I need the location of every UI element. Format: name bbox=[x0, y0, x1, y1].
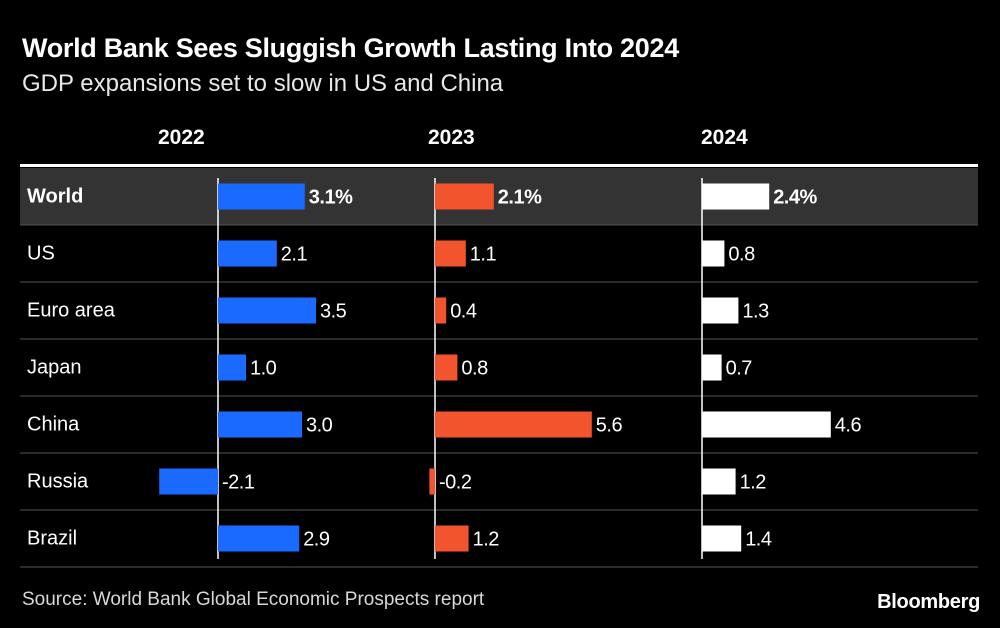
bar-2022 bbox=[218, 183, 305, 210]
row-label: US bbox=[27, 243, 55, 265]
data-label-2022: 2.9 bbox=[303, 529, 330, 551]
column-header-2022: 2022 bbox=[158, 126, 205, 149]
bar-2022 bbox=[218, 354, 246, 381]
row-label: World bbox=[27, 186, 83, 208]
data-label-2024: 4.6 bbox=[835, 415, 862, 437]
data-label-2023: 2.1% bbox=[498, 187, 542, 209]
data-label-2024: 1.4 bbox=[745, 529, 772, 551]
bar-2022 bbox=[218, 411, 302, 438]
row-label: Euro area bbox=[27, 300, 116, 322]
column-header-2023: 2023 bbox=[428, 126, 475, 149]
chart-subtitle: GDP expansions set to slow in US and Chi… bbox=[22, 70, 504, 97]
bar-2022 bbox=[218, 240, 277, 267]
data-label-2022: 1.0 bbox=[250, 358, 277, 380]
row-label: Japan bbox=[27, 357, 82, 379]
bar-2024 bbox=[702, 411, 831, 438]
row-label: Russia bbox=[27, 471, 89, 493]
data-label-2022: -2.1 bbox=[222, 472, 255, 494]
header-rule bbox=[20, 164, 978, 167]
bar-2023 bbox=[429, 468, 435, 495]
bar-2023 bbox=[435, 411, 592, 438]
data-label-2023: 5.6 bbox=[596, 415, 623, 437]
data-label-2024: 0.8 bbox=[728, 244, 755, 266]
data-label-2022: 3.1% bbox=[309, 187, 353, 209]
data-label-2022: 2.1 bbox=[281, 244, 308, 266]
bar-2023 bbox=[435, 297, 447, 324]
row-label: Brazil bbox=[27, 528, 77, 550]
bar-2024 bbox=[702, 183, 770, 210]
bloomberg-logo: Bloomberg bbox=[877, 591, 980, 613]
data-label-2023: 1.1 bbox=[470, 244, 497, 266]
data-label-2023: 0.4 bbox=[450, 301, 477, 323]
bar-2024 bbox=[702, 468, 736, 495]
bar-2022 bbox=[218, 297, 316, 324]
bar-2023 bbox=[435, 240, 466, 267]
bar-2023 bbox=[435, 183, 494, 210]
bar-2023 bbox=[435, 525, 469, 552]
bar-2023 bbox=[435, 354, 458, 381]
row-label: China bbox=[27, 414, 80, 436]
source-note: Source: World Bank Global Economic Prosp… bbox=[22, 589, 485, 610]
data-label-2023: -0.2 bbox=[439, 472, 472, 494]
data-label-2024: 2.4% bbox=[773, 187, 817, 209]
column-header-2024: 2024 bbox=[701, 126, 748, 149]
highlight-row-background bbox=[20, 168, 978, 225]
bar-2022 bbox=[159, 468, 218, 495]
bar-2024 bbox=[702, 297, 739, 324]
chart-title: World Bank Sees Sluggish Growth Lasting … bbox=[22, 33, 679, 63]
bar-2022 bbox=[218, 525, 300, 552]
data-label-2024: 0.7 bbox=[726, 358, 753, 380]
data-label-2023: 0.8 bbox=[461, 358, 488, 380]
data-label-2022: 3.5 bbox=[320, 301, 347, 323]
data-label-2024: 1.3 bbox=[742, 301, 769, 323]
bar-2024 bbox=[702, 525, 742, 552]
bar-2024 bbox=[702, 354, 722, 381]
data-label-2023: 1.2 bbox=[473, 529, 500, 551]
data-label-2024: 1.2 bbox=[740, 472, 767, 494]
bar-2024 bbox=[702, 240, 725, 267]
data-label-2022: 3.0 bbox=[306, 415, 333, 437]
